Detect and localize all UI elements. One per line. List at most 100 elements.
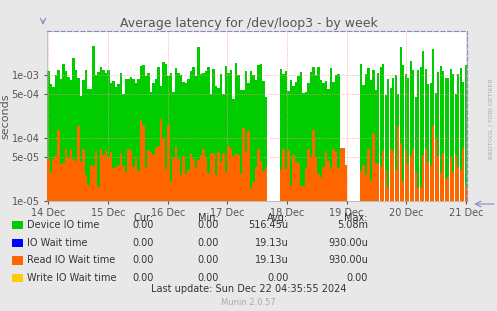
Text: 0.00: 0.00	[346, 273, 368, 283]
Bar	[413, 70, 414, 311]
Bar	[107, 158, 109, 311]
Bar	[70, 149, 72, 311]
Bar	[280, 69, 282, 311]
Bar	[410, 61, 412, 311]
Bar	[462, 147, 465, 311]
Bar	[57, 197, 60, 311]
Bar	[192, 159, 194, 311]
Bar	[352, 201, 354, 311]
Bar	[230, 149, 232, 311]
Bar	[265, 167, 267, 311]
Bar	[245, 71, 247, 311]
Bar	[452, 74, 454, 311]
Bar	[450, 69, 452, 311]
Text: 0.00: 0.00	[133, 273, 154, 283]
Bar	[90, 165, 92, 311]
Bar	[115, 183, 117, 311]
Bar	[305, 168, 307, 311]
Bar	[357, 201, 359, 311]
Bar	[323, 83, 325, 311]
Bar	[140, 66, 142, 311]
Bar	[427, 84, 429, 311]
Bar	[248, 131, 249, 311]
Bar	[110, 152, 112, 311]
Bar	[135, 194, 137, 311]
Text: 0.00: 0.00	[197, 238, 219, 248]
Bar	[460, 183, 462, 311]
Bar	[313, 184, 315, 311]
Text: Device IO time: Device IO time	[27, 220, 100, 230]
Bar	[425, 69, 427, 311]
Bar	[210, 94, 212, 311]
Bar	[340, 195, 342, 311]
Bar	[65, 189, 67, 311]
Bar	[255, 188, 257, 311]
Bar	[335, 75, 337, 311]
Bar	[248, 183, 249, 311]
Bar	[235, 194, 237, 311]
Bar	[445, 179, 447, 311]
Bar	[160, 197, 162, 311]
Bar	[215, 174, 217, 311]
Bar	[120, 72, 122, 311]
Bar	[257, 149, 259, 311]
Bar	[462, 82, 465, 311]
Bar	[195, 76, 197, 311]
Bar	[87, 185, 89, 311]
Bar	[172, 158, 174, 311]
Text: Read IO Wait time: Read IO Wait time	[27, 255, 116, 266]
Bar	[280, 189, 282, 311]
Bar	[362, 86, 364, 311]
Bar	[282, 149, 284, 311]
Bar	[57, 70, 60, 311]
Bar	[377, 73, 380, 311]
Bar	[447, 193, 449, 311]
Bar	[155, 185, 157, 311]
Bar	[352, 201, 354, 311]
Bar	[210, 184, 212, 311]
Bar	[87, 89, 89, 311]
Text: 0.00: 0.00	[133, 238, 154, 248]
Bar	[337, 74, 339, 311]
Bar	[97, 186, 99, 311]
Bar	[225, 173, 227, 311]
Text: 516.45u: 516.45u	[248, 220, 288, 230]
Bar	[182, 82, 184, 311]
Bar	[180, 175, 182, 311]
Bar	[150, 152, 152, 311]
Bar	[390, 88, 392, 311]
Bar	[207, 67, 210, 311]
Bar	[432, 127, 434, 311]
Bar	[97, 72, 99, 311]
Text: 19.13u: 19.13u	[254, 255, 288, 266]
Bar	[367, 149, 369, 311]
Bar	[385, 195, 387, 311]
Bar	[302, 186, 305, 311]
Bar	[377, 183, 380, 311]
Bar	[318, 174, 320, 311]
Text: Munin 2.0.57: Munin 2.0.57	[221, 298, 276, 307]
Bar	[167, 76, 169, 311]
Bar	[420, 67, 422, 311]
Bar	[195, 193, 197, 311]
Bar	[320, 80, 322, 311]
Bar	[73, 58, 75, 311]
Bar	[362, 188, 364, 311]
Bar	[150, 92, 152, 311]
Bar	[215, 86, 217, 311]
Bar	[255, 167, 257, 311]
Bar	[325, 151, 327, 311]
Text: Last update: Sun Dec 22 04:35:55 2024: Last update: Sun Dec 22 04:35:55 2024	[151, 284, 346, 294]
Bar	[65, 149, 67, 311]
Bar	[427, 183, 429, 311]
Bar	[240, 193, 242, 311]
Bar	[360, 185, 362, 311]
Text: Cur:: Cur:	[134, 213, 154, 223]
Bar	[437, 72, 439, 311]
Bar	[408, 78, 410, 311]
Bar	[372, 70, 375, 311]
Bar	[155, 148, 157, 311]
Bar	[395, 193, 397, 311]
Bar	[112, 81, 114, 311]
Text: 0.00: 0.00	[267, 273, 288, 283]
